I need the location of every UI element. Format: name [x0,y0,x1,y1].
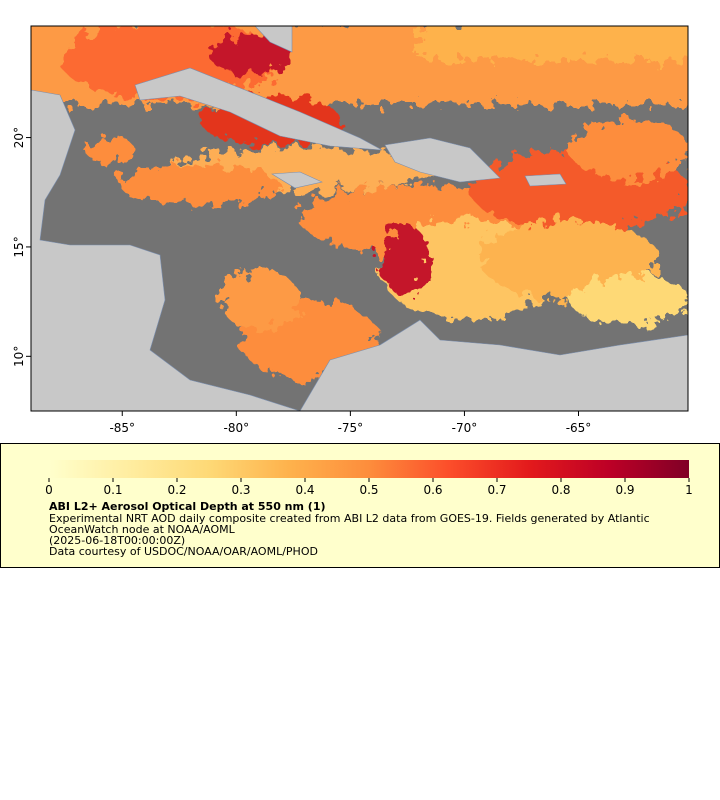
colorbar-ramp [49,460,689,478]
y-tick-label: 20° [12,127,26,148]
land [31,26,688,411]
colorbar-tick-label: 0.5 [359,483,378,497]
x-tick-label: -75° [338,421,364,435]
description-line: Experimental NRT AOD daily composite cre… [49,512,650,525]
colorbar-tick-label: 1 [685,483,693,497]
colorbar-tick-label: 0.4 [295,483,314,497]
colorbar-tick-label: 0.7 [487,483,506,497]
x-tick-label: -70° [452,421,478,435]
colorbar-tick-label: 0.8 [551,483,570,497]
y-tick-label: 15° [12,236,26,257]
colorbar-tick-label: 0.9 [615,483,634,497]
x-tick-label: -65° [566,421,592,435]
colorbar-tick-label: 0.1 [103,483,122,497]
description-line: (2025-06-18T00:00:00Z) [49,534,186,547]
description-line: OceanWatch node at NOAA/AOML [49,523,235,536]
description-line: Data courtesy of USDOC/NOAA/OAR/AOML/PHO… [49,545,318,558]
colorbar-tick-label: 0.2 [167,483,186,497]
legend: 0 0.1 0.2 0.3 0.4 0.5 0.6 0.7 0.8 0.9 1 ABI L2+ Ae… [0,443,720,568]
colorbar-title: ABI L2+ Aerosol Optical Depth at 550 nm … [49,500,326,513]
colorbar-tick-label: 0 [45,483,53,497]
map-content [31,26,688,411]
map: -85° -80° -75° -70° -65° 10° 15° 20° [12,25,689,435]
x-tick-label: -80° [224,421,250,435]
map-frame [30,25,689,412]
colorbar-tick-label: 0.6 [423,483,442,497]
y-tick-label: 10° [12,346,26,367]
colorbar: 0 0.1 0.2 0.3 0.4 0.5 0.6 0.7 0.8 0.9 1 [45,460,693,497]
colorbar-tick-label: 0.3 [231,483,250,497]
x-tick-label: -85° [109,421,135,435]
